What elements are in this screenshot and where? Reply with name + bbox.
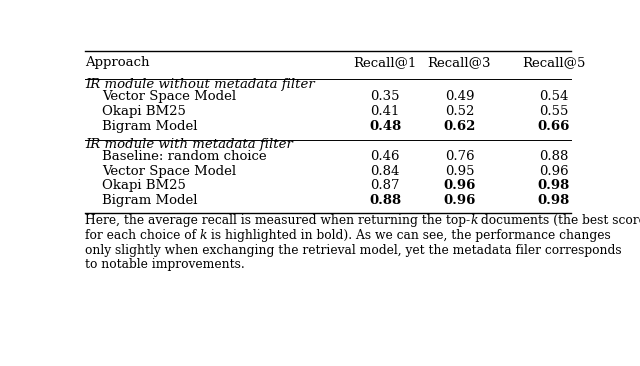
Text: is highlighted in bold). As we can see, the performance changes: is highlighted in bold). As we can see, … (207, 229, 611, 242)
Text: 0.52: 0.52 (445, 105, 474, 118)
Text: 0.96: 0.96 (444, 194, 476, 207)
Text: 0.76: 0.76 (445, 150, 474, 163)
Text: 0.88: 0.88 (539, 150, 568, 163)
Text: Recall@5: Recall@5 (522, 56, 586, 70)
Text: Bigram Model: Bigram Model (102, 194, 198, 207)
Text: 0.62: 0.62 (444, 120, 476, 132)
Text: 0.96: 0.96 (444, 179, 476, 193)
Text: 0.48: 0.48 (369, 120, 401, 132)
Text: to notable improvements.: to notable improvements. (85, 258, 244, 271)
Text: 0.87: 0.87 (371, 179, 400, 193)
Text: 0.98: 0.98 (538, 179, 570, 193)
Text: Vector Space Model: Vector Space Model (102, 90, 236, 103)
Text: IR module without metadata filter: IR module without metadata filter (85, 78, 315, 91)
Text: Bigram Model: Bigram Model (102, 120, 198, 132)
Text: 0.49: 0.49 (445, 90, 474, 103)
Text: for each choice of: for each choice of (85, 229, 200, 242)
Text: 0.66: 0.66 (538, 120, 570, 132)
Text: Recall@3: Recall@3 (428, 56, 491, 70)
Text: Approach: Approach (85, 56, 150, 70)
Text: k: k (200, 229, 207, 242)
Text: k: k (470, 214, 477, 227)
Text: 0.98: 0.98 (538, 194, 570, 207)
Text: IR module with metadata filter: IR module with metadata filter (85, 138, 293, 151)
Text: Baseline: random choice: Baseline: random choice (102, 150, 267, 163)
Text: documents (the best score: documents (the best score (477, 214, 640, 227)
Text: 0.88: 0.88 (369, 194, 401, 207)
Text: Here, the average recall is measured when returning the top-: Here, the average recall is measured whe… (85, 214, 470, 227)
Text: 0.84: 0.84 (371, 165, 400, 178)
Text: 0.54: 0.54 (539, 90, 568, 103)
Text: 0.35: 0.35 (371, 90, 400, 103)
Text: only slightly when exchanging the retrieval model, yet the metadata filer corres: only slightly when exchanging the retrie… (85, 244, 621, 257)
Text: 0.41: 0.41 (371, 105, 400, 118)
Text: 0.95: 0.95 (445, 165, 474, 178)
Text: 0.46: 0.46 (371, 150, 400, 163)
Text: Okapi BM25: Okapi BM25 (102, 179, 186, 193)
Text: 0.96: 0.96 (539, 165, 568, 178)
Text: Recall@1: Recall@1 (353, 56, 417, 70)
Text: 0.55: 0.55 (539, 105, 568, 118)
Text: Okapi BM25: Okapi BM25 (102, 105, 186, 118)
Text: Vector Space Model: Vector Space Model (102, 165, 236, 178)
